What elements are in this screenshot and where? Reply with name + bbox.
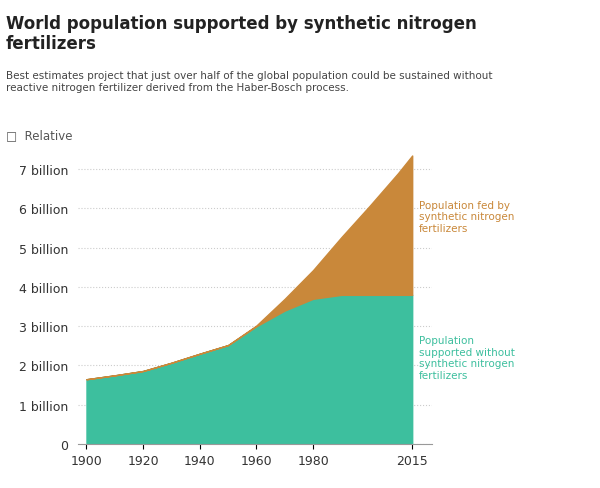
Text: World population supported by synthetic nitrogen
fertilizers: World population supported by synthetic … [6,15,477,53]
Text: □  Relative: □ Relative [6,129,73,142]
Text: Best estimates project that just over half of the global population could be sus: Best estimates project that just over ha… [6,71,493,92]
Text: Population
supported without
synthetic nitrogen
fertilizers: Population supported without synthetic n… [419,336,515,380]
Text: Population fed by
synthetic nitrogen
fertilizers: Population fed by synthetic nitrogen fer… [419,201,515,233]
Text: Our World
in Data: Our World in Data [490,24,560,52]
